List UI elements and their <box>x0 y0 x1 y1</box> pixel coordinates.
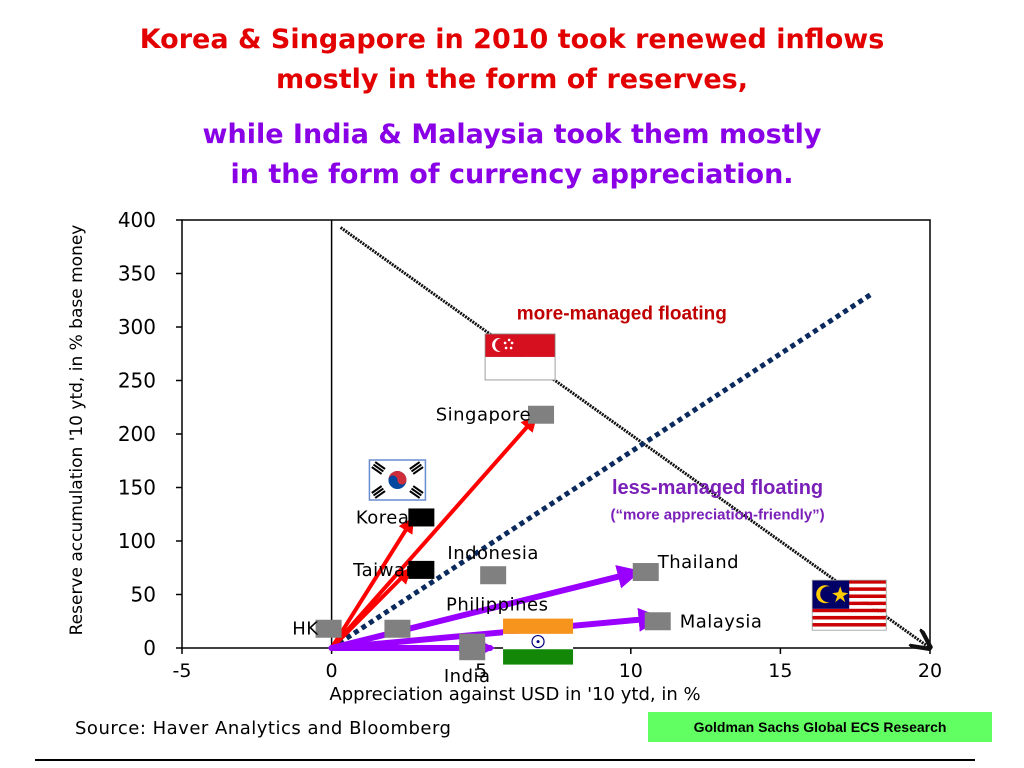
point-unlabeled-1 <box>384 619 411 638</box>
annotation-0: more-managed floating <box>517 304 727 325</box>
chart-subtitle: while India & Malaysia took them mostly … <box>0 115 1024 195</box>
point-label-philippines: Philippines <box>446 595 548 616</box>
source-note: Source: Haver Analytics and Bloomberg <box>75 718 452 739</box>
y-tick-label: 0 <box>143 636 156 660</box>
point-label-india: India <box>444 666 491 687</box>
point-label-malaysia: Malaysia <box>680 611 763 632</box>
malaysia-flag-icon <box>811 579 887 631</box>
subtitle-line-2: in the form of currency appreciation. <box>230 159 794 190</box>
title-line-1: Korea & Singapore in 2010 took renewed i… <box>139 24 885 55</box>
y-axis-label: Reserve accumulation '10 ytd, in % base … <box>67 225 87 636</box>
y-tick-label: 350 <box>118 262 156 286</box>
arrow-to-taiwan <box>329 567 412 650</box>
x-tick-label: -5 <box>173 660 192 682</box>
y-tick-label: 300 <box>118 315 156 339</box>
y-tick-label: 150 <box>118 476 156 500</box>
research-credit-badge: Goldman Sachs Global ECS Research <box>648 712 992 742</box>
point-label-korea: Korea <box>356 507 410 528</box>
point-label-taiwan: Taiwan <box>352 560 417 581</box>
y-tick-label: 250 <box>118 369 156 393</box>
x-tick-label: 10 <box>619 660 643 682</box>
y-tick-label: 200 <box>118 422 156 446</box>
point-label-singapore: Singapore <box>436 405 531 426</box>
arrow-to-korea <box>329 516 415 650</box>
korea-flag-icon <box>368 459 427 501</box>
annotation-2: (“more appreciation-friendly”) <box>610 507 824 524</box>
y-tick-label: 400 <box>118 208 156 232</box>
point-korea <box>408 508 435 527</box>
footer-divider <box>35 759 975 761</box>
x-tick-label: 0 <box>326 660 338 682</box>
chart-title: Korea & Singapore in 2010 took renewed i… <box>0 20 1024 100</box>
y-tick-label: 50 <box>131 583 156 607</box>
title-line-2: mostly in the form of reserves, <box>275 64 749 95</box>
arrow-to-thailand <box>328 565 642 651</box>
x-tick-label: 15 <box>768 660 792 682</box>
annotation-1: less-managed floating <box>612 477 823 499</box>
y-tick-label: 100 <box>118 529 156 553</box>
point-label-indonesia: Indonesia <box>447 543 539 564</box>
point-malaysia <box>644 612 671 631</box>
point-thailand <box>632 563 659 582</box>
point-hk <box>315 619 342 638</box>
arrow-to-singapore <box>329 415 538 650</box>
point-indonesia <box>480 566 507 585</box>
point-label-thailand: Thailand <box>657 552 739 573</box>
x-tick-label: 20 <box>918 660 942 682</box>
point-india <box>459 642 486 661</box>
india-flag-icon <box>503 618 574 665</box>
point-label-hk: HK <box>292 619 319 640</box>
x-axis-label: Appreciation against USD in '10 ytd, in … <box>329 684 700 705</box>
subtitle-line-1: while India & Malaysia took them mostly <box>202 119 822 150</box>
point-taiwan <box>408 560 435 579</box>
managed-boundary-line <box>339 226 930 648</box>
singapore-flag-icon <box>484 333 556 381</box>
x-tick-label: 5 <box>475 660 487 682</box>
arrow-to-malaysia <box>328 607 663 651</box>
point-singapore <box>528 405 555 424</box>
